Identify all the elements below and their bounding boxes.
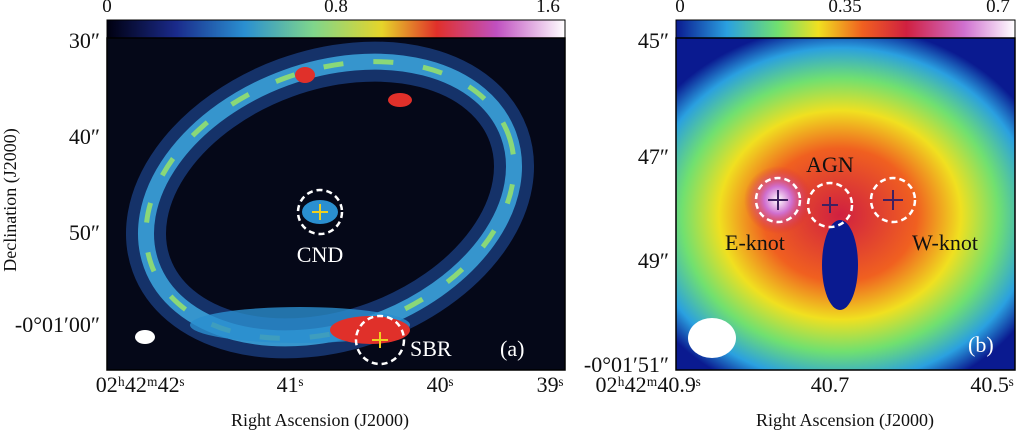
colorbar-tick: 0	[675, 0, 685, 17]
y-tick-label: 30″	[69, 28, 100, 53]
annotation: CND	[297, 242, 343, 267]
x-tick-label: 02ʰ42ᵐ40.9ˢ	[596, 372, 701, 397]
panel-label: (b)	[968, 332, 994, 357]
colorbar	[675, 19, 1016, 39]
colorbar-tick: 0	[102, 0, 112, 17]
y-tick-label: 49″	[638, 248, 669, 273]
x-tick-label: 41ˢ	[277, 372, 304, 397]
x-tick-label: 40ˢ	[427, 372, 454, 397]
annotation: W-knot	[912, 230, 978, 255]
y-tick-label: 40″	[69, 124, 100, 149]
y-tick-label: 47″	[638, 144, 669, 169]
colorbar-tick: 0.8	[324, 0, 348, 17]
y-tick-label: -0°01′00″	[15, 312, 100, 337]
y-axis-label: Declination (J2000)	[0, 128, 21, 271]
y-tick-label: -0°01′51″	[584, 352, 669, 377]
colorbar-tick: 1.6	[536, 0, 560, 17]
x-axis-label: Right Ascension (J2000)	[231, 410, 409, 431]
colorbar	[106, 19, 566, 39]
annotation: AGN	[806, 152, 854, 177]
x-tick-label: 40.7	[811, 372, 850, 397]
image-b	[676, 38, 1015, 370]
colorbar-tick: 0.35	[828, 0, 861, 17]
annotation: SBR	[410, 336, 452, 361]
y-tick-label: 45″	[638, 28, 669, 53]
image-a	[107, 38, 565, 370]
x-axis-label: Right Ascension (J2000)	[756, 410, 934, 431]
x-tick-label: 02ʰ42ᵐ42ˢ	[96, 372, 185, 397]
panel-label: (a)	[500, 336, 524, 361]
y-tick-label: 50″	[69, 220, 100, 245]
annotation: E-knot	[725, 230, 785, 255]
colorbar-tick: 0.7	[986, 0, 1010, 17]
x-tick-label: 40.5ˢ	[970, 372, 1014, 397]
x-tick-label: 39ˢ	[537, 372, 564, 397]
